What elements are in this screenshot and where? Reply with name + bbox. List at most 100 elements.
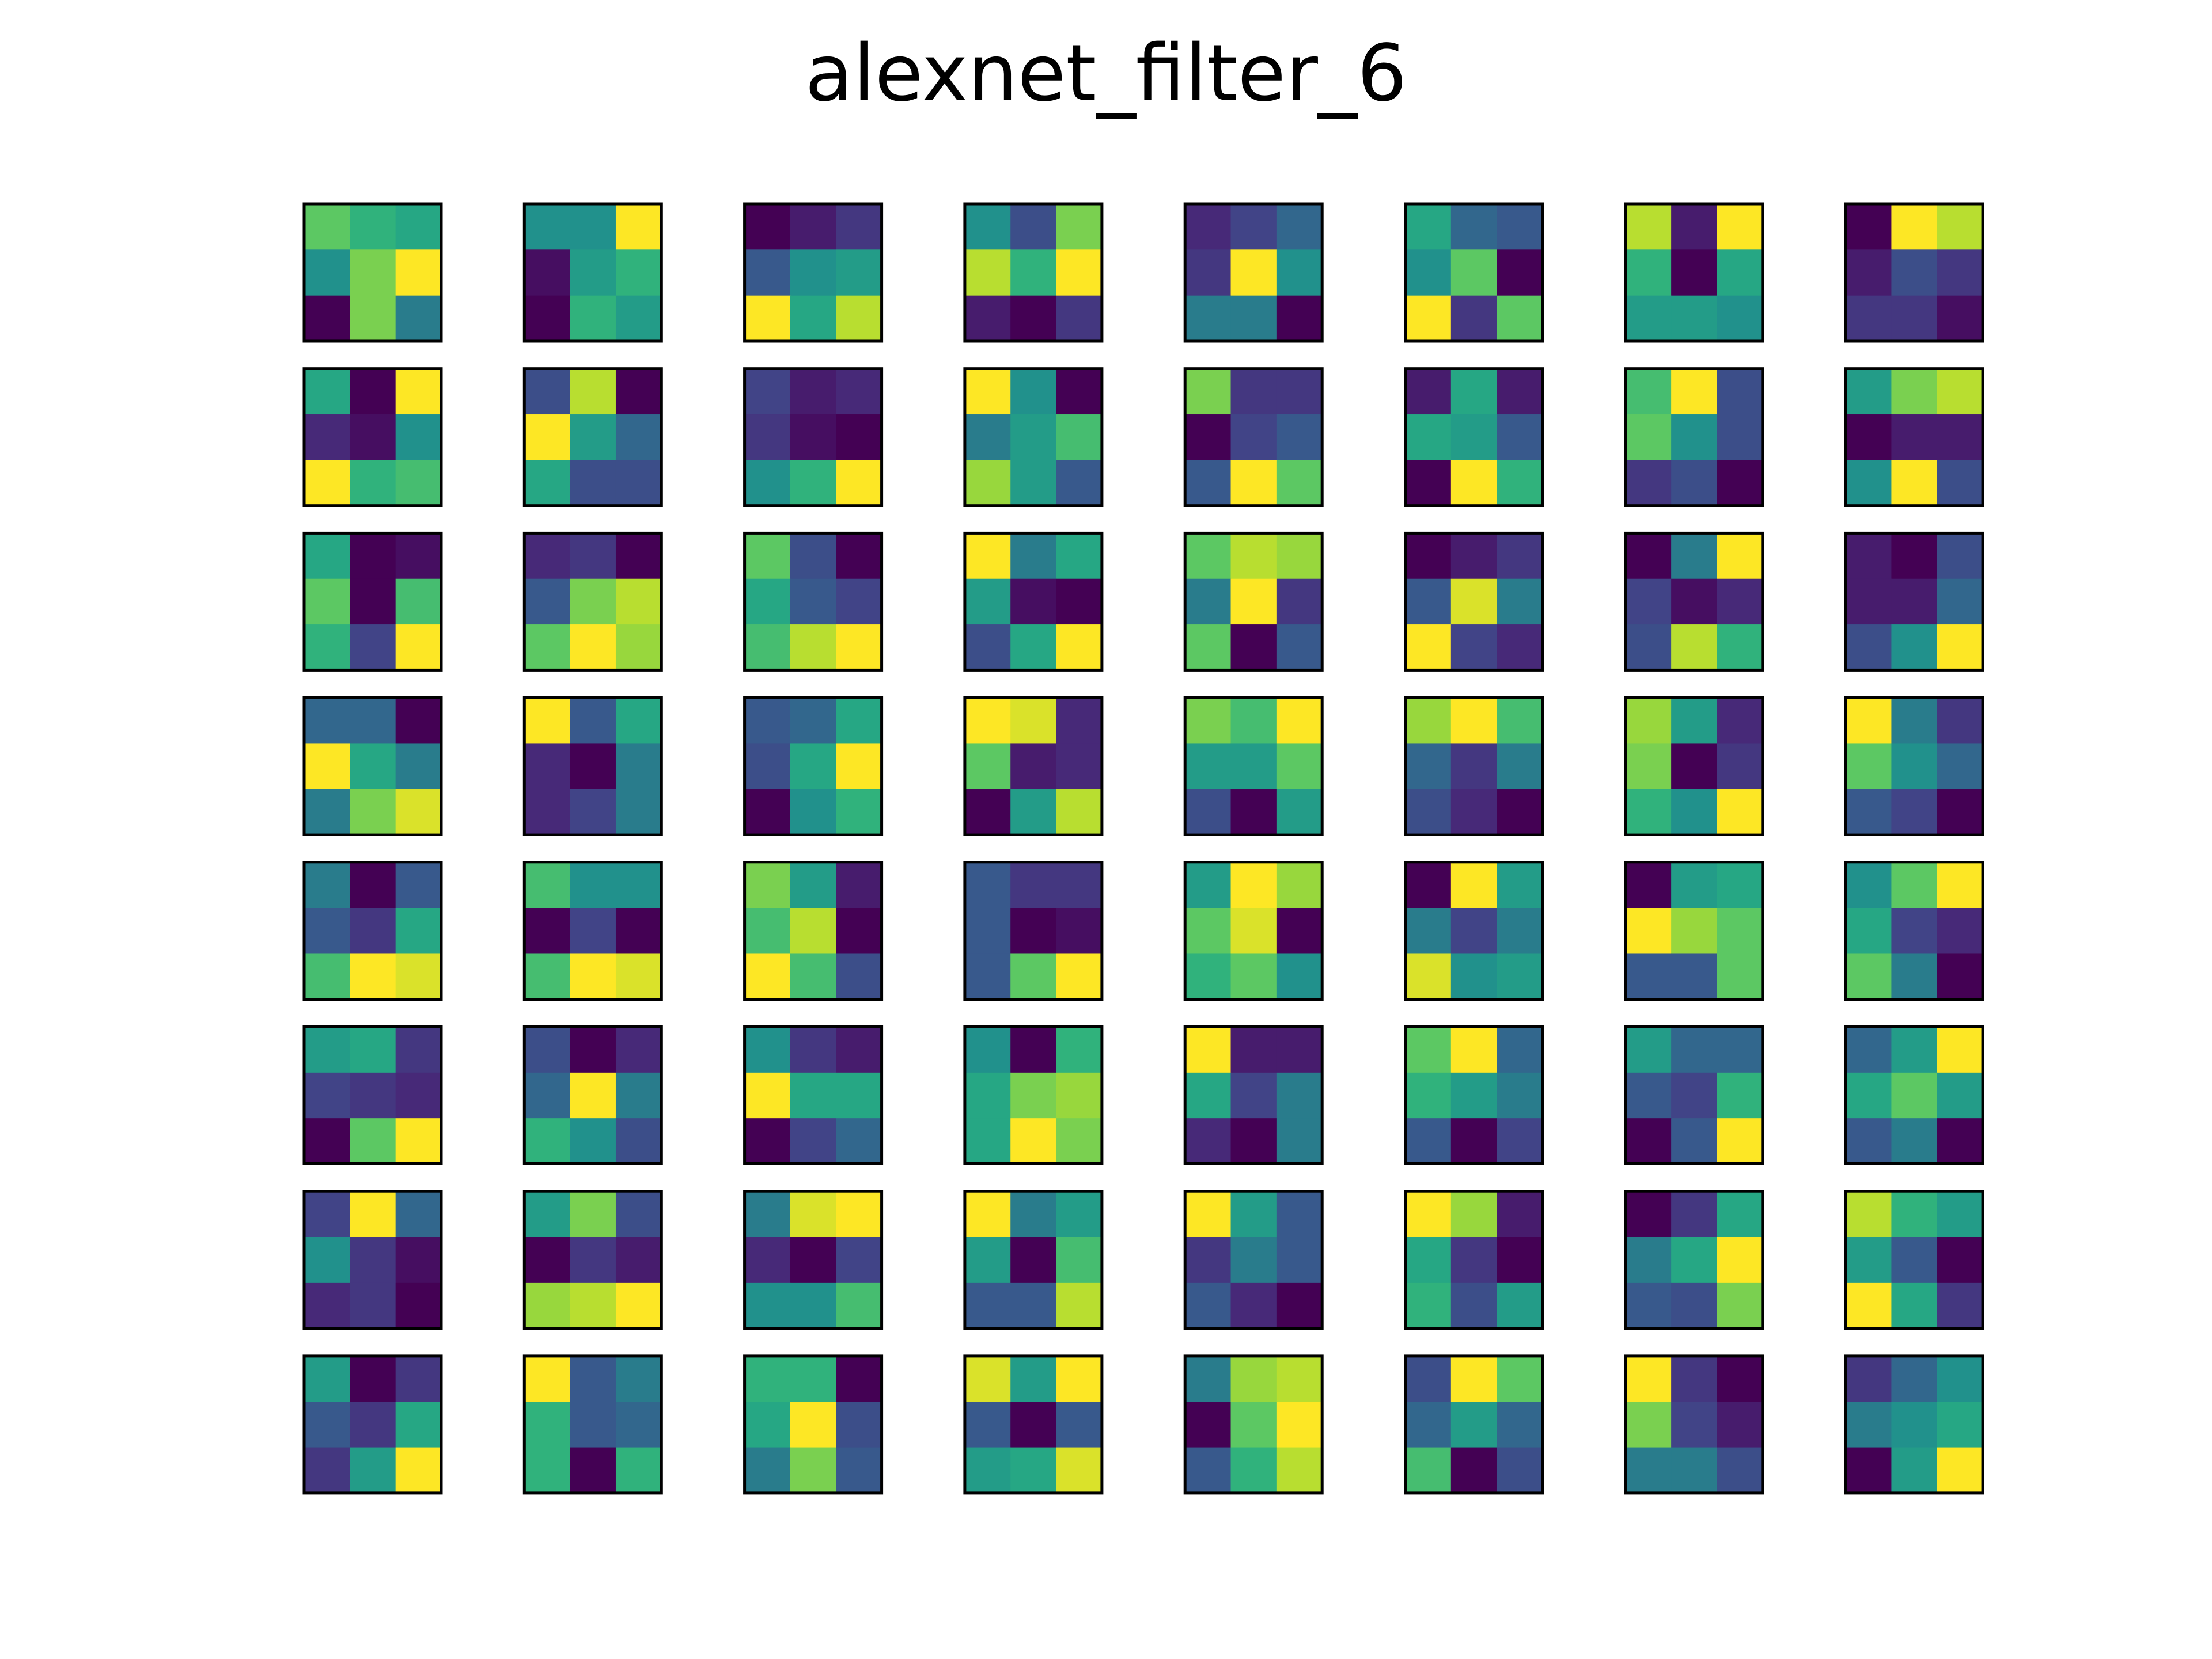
filter-cell [1671, 578, 1718, 625]
filter-frame [1183, 531, 1324, 672]
filter-cell [1846, 578, 1892, 625]
filter-cell [304, 698, 350, 744]
filter-cell [1846, 1282, 1892, 1329]
filter-cell [1497, 249, 1543, 296]
filter-cell [350, 789, 396, 835]
filter-cell [304, 1355, 350, 1402]
filter-cell [1937, 908, 1983, 955]
filter-cell [1010, 1402, 1057, 1448]
filter-cell [1625, 1027, 1672, 1073]
chart-title: alexnet_filter_6 [805, 28, 1407, 119]
filter-cell [1185, 908, 1232, 955]
filter-cell [1846, 1402, 1892, 1448]
filter-cell [964, 1072, 1011, 1119]
filter-cell [790, 295, 836, 342]
filter-cell [350, 1027, 396, 1073]
filter-cell [1185, 204, 1232, 250]
filter-cell [1230, 414, 1277, 460]
filter-cell [1625, 1447, 1672, 1494]
filter-cell [836, 368, 882, 415]
filter-cell [1010, 953, 1057, 1000]
filter-cell [570, 414, 616, 460]
filter-cell [1937, 698, 1983, 744]
filter-cell [524, 698, 571, 744]
filter-cell [1056, 1282, 1103, 1329]
filter-cell [1185, 249, 1232, 296]
filter-cell [615, 698, 662, 744]
filter-cell [1405, 295, 1452, 342]
filter-36 [963, 861, 1104, 1001]
filter-cell [570, 698, 616, 744]
filter-cell [1846, 1191, 1892, 1238]
filter-cell [1891, 698, 1938, 744]
filter-frame [743, 202, 884, 343]
filter-cell [836, 1191, 882, 1238]
filter-cell [1276, 578, 1323, 625]
filter-cell [1846, 743, 1892, 790]
filter-cell [304, 204, 350, 250]
filter-cell [615, 908, 662, 955]
filter-cell [790, 1282, 836, 1329]
filter-cell [744, 789, 791, 835]
filter-cell [1497, 1072, 1543, 1119]
filter-frame [1844, 861, 1984, 1001]
filter-cell [1497, 789, 1543, 835]
filter-cell [615, 1072, 662, 1119]
filter-frame [963, 367, 1104, 507]
filter-24 [1844, 531, 1984, 672]
filter-cell [1010, 1191, 1057, 1238]
filter-cell [524, 295, 571, 342]
filter-cell [1717, 743, 1763, 790]
filter-cell [744, 1072, 791, 1119]
filter-cell [964, 908, 1011, 955]
filter-cell [1937, 1027, 1983, 1073]
filter-cell [570, 204, 616, 250]
filter-cell [1230, 1072, 1277, 1119]
filter-cell [524, 1118, 571, 1165]
filter-frame [1404, 531, 1544, 672]
filter-frame [522, 1190, 663, 1330]
filter-cell [1717, 249, 1763, 296]
filter-14 [1404, 367, 1544, 507]
filter-cell [744, 1402, 791, 1448]
filter-cell [1937, 414, 1983, 460]
filter-31 [1624, 696, 1764, 836]
filter-frame [963, 1354, 1104, 1495]
filter-cell [1671, 1237, 1718, 1283]
filter-cell [1937, 578, 1983, 625]
filter-cell [395, 295, 442, 342]
filter-cell [1010, 1027, 1057, 1073]
filter-cell [1497, 1118, 1543, 1165]
filter-cell [1717, 862, 1763, 908]
filter-cell [1717, 460, 1763, 506]
filter-cell [1230, 1355, 1277, 1402]
filter-cell [1671, 624, 1718, 671]
filter-cell [615, 1237, 662, 1283]
filter-cell [1937, 368, 1983, 415]
filter-cell [790, 204, 836, 250]
filter-cell [1405, 1191, 1452, 1238]
filter-frame [743, 696, 884, 836]
filter-cell [1891, 533, 1938, 579]
filter-cell [836, 953, 882, 1000]
filter-cell [1450, 1072, 1497, 1119]
filter-cell [304, 368, 350, 415]
filter-cell [744, 1282, 791, 1329]
filter-cell [1450, 578, 1497, 625]
filter-47 [1624, 1025, 1764, 1165]
filter-cell [350, 1282, 396, 1329]
filter-cell [1671, 1072, 1718, 1119]
filter-cell [1276, 204, 1323, 250]
filter-21 [1183, 531, 1324, 672]
filter-cell [304, 1237, 350, 1283]
filter-cell [1891, 295, 1938, 342]
filter-cell [1671, 1191, 1718, 1238]
filter-cell [1450, 295, 1497, 342]
filter-cell [836, 1402, 882, 1448]
filter-cell [1056, 862, 1103, 908]
filter-cell [1405, 698, 1452, 744]
filter-cell [1405, 624, 1452, 671]
filter-frame [302, 531, 443, 672]
filter-cell [304, 862, 350, 908]
filter-cell [1056, 1402, 1103, 1448]
